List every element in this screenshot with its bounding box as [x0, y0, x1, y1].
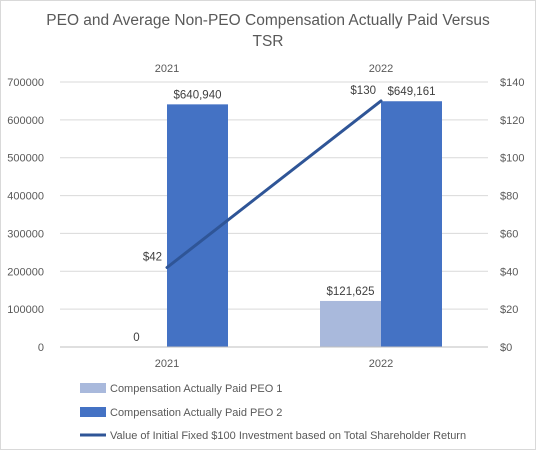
right-axis-tick-label: $140 [500, 77, 524, 89]
legend-swatch [80, 407, 106, 417]
right-axis-tick-label: $100 [500, 153, 524, 165]
axes: 0 100000 200000 300000 400000 500000 600000 700… [7, 63, 524, 370]
legend-label: Compensation Actually Paid PEO 2 [110, 407, 282, 419]
bar [167, 104, 228, 347]
right-axis-tick-label: $40 [500, 266, 518, 278]
gridlines [60, 81, 488, 348]
left-axis-tick-label: 700000 [7, 77, 44, 89]
left-axis-tick-label: 0 [38, 342, 44, 354]
left-axis-tick-label: 500000 [7, 153, 44, 165]
line-data-label: $130 [350, 85, 376, 97]
bar-data-label: $649,161 [388, 86, 436, 98]
right-axis-tick-label: $120 [500, 115, 524, 127]
bar-data-label: $121,625 [327, 286, 375, 298]
top-axis-tick-label: 2021 [155, 63, 179, 75]
tsr-line [165, 99, 383, 269]
x-axis-tick-label: 2021 [155, 358, 179, 370]
bar-data-label: $640,940 [174, 89, 222, 101]
left-axis-tick-label: 200000 [7, 266, 44, 278]
right-axis-tick-label: $60 [500, 228, 518, 240]
tsr-line-layer [165, 99, 383, 269]
right-axis-tick-label: $20 [500, 304, 518, 316]
top-axis-tick-label: 2022 [369, 63, 393, 75]
right-axis-tick-label: $80 [500, 191, 518, 203]
left-axis-tick-label: 100000 [7, 304, 44, 316]
bar [381, 101, 442, 348]
right-axis-tick-label: $0 [500, 342, 512, 354]
data-labels: 0 $121,625 $640,940 $649,161 $42 $130 [133, 85, 435, 344]
chart-title-line-2: TSR [253, 33, 284, 50]
chart-title-line-1: PEO and Average Non-PEO Compensation Act… [46, 12, 490, 29]
left-axis-tick-label: 600000 [7, 115, 44, 127]
legend-swatch [80, 383, 106, 393]
x-axis-tick-label: 2022 [369, 358, 393, 370]
bar-data-label: 0 [133, 332, 139, 344]
bars [167, 101, 442, 348]
legend-label: Value of Initial Fixed $100 Investment b… [110, 430, 466, 442]
line-data-label: $42 [143, 252, 162, 264]
legend: Compensation Actually Paid PEO 1 Compensa… [80, 383, 466, 442]
bar [320, 300, 381, 347]
left-axis-tick-label: 400000 [7, 191, 44, 203]
legend-label: Compensation Actually Paid PEO 1 [110, 383, 282, 395]
left-axis-tick-label: 300000 [7, 228, 44, 240]
